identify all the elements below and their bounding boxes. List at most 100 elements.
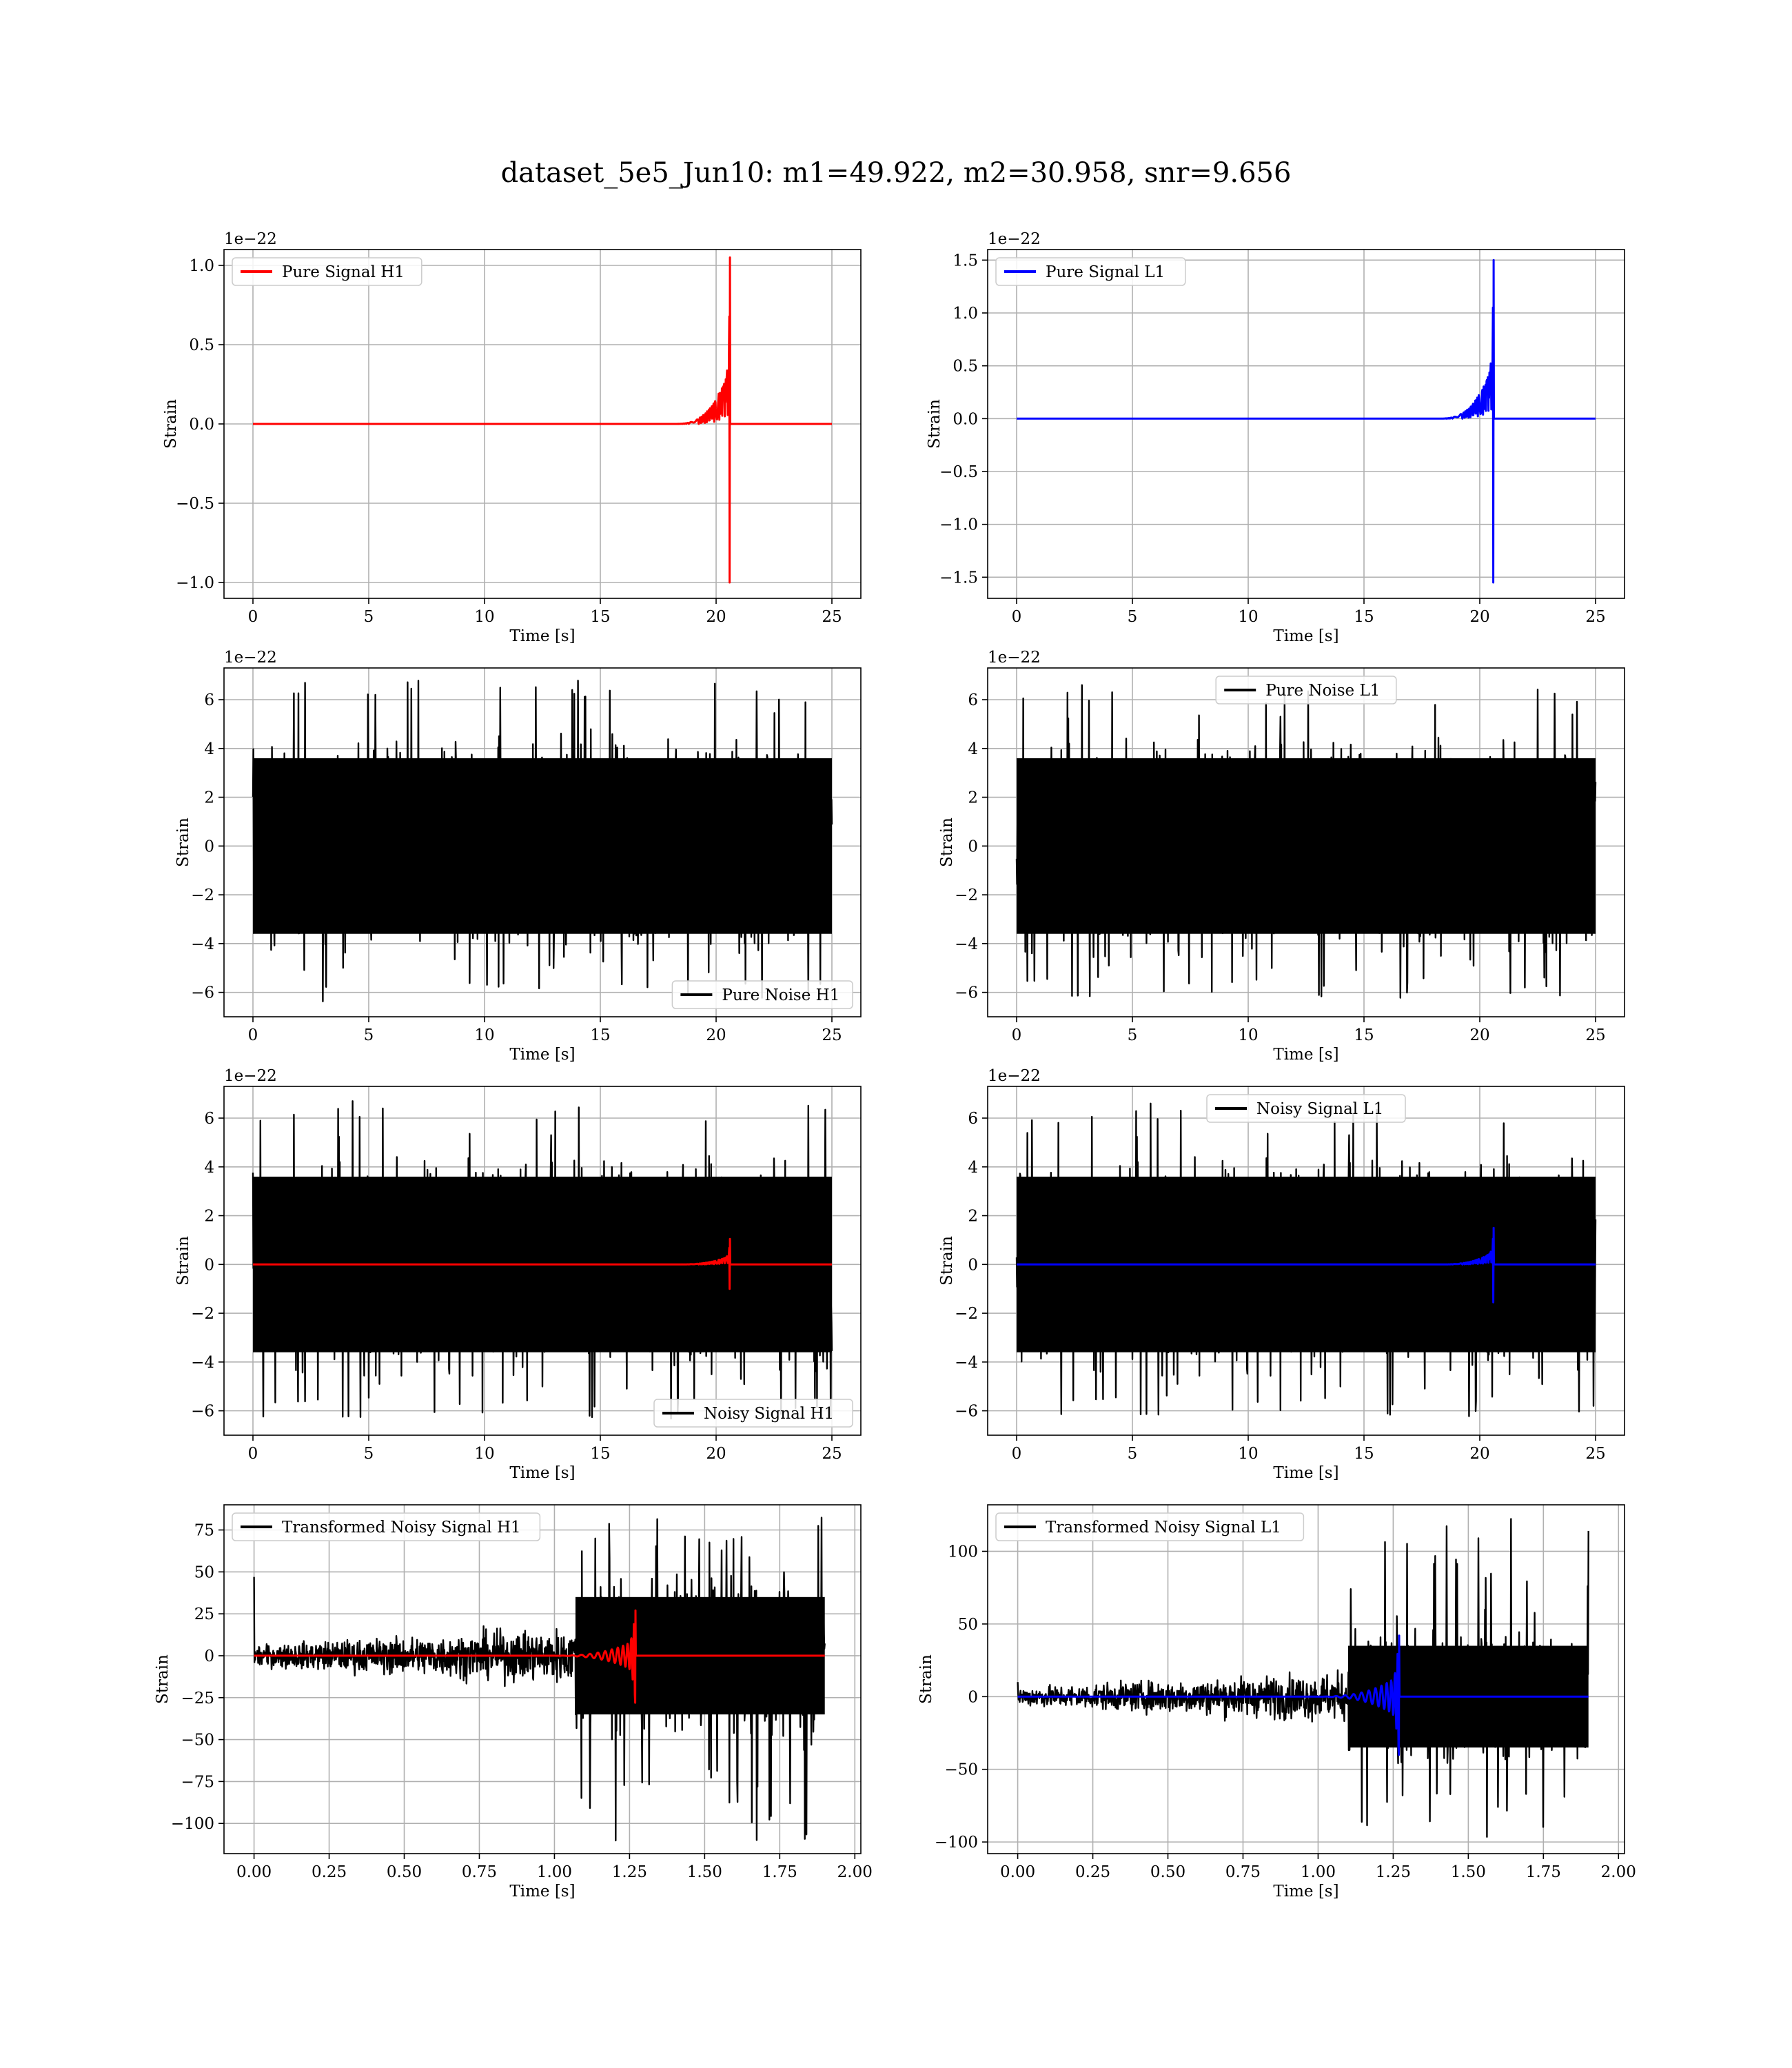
y-tick-label: 1.0: [953, 305, 978, 323]
x-tick-label: 0.00: [236, 1863, 272, 1881]
x-tick-label: 15: [1354, 1026, 1374, 1044]
x-tick-label: 0: [248, 608, 258, 626]
y-tick-label: 0.5: [953, 358, 978, 376]
y-tick-label: 1.5: [953, 252, 978, 270]
x-tick-label: 2.00: [837, 1863, 873, 1881]
y-tick-label: 4: [204, 740, 214, 758]
x-axis-label: Time [s]: [509, 1046, 575, 1064]
legend-box: [1206, 1094, 1406, 1123]
x-tick-label: 20: [1469, 1026, 1489, 1044]
y-axis-label: Strain: [938, 1236, 956, 1286]
y-axis-label: Strain: [917, 1654, 935, 1704]
legend-box: [232, 257, 422, 286]
y-tick-label: −100: [171, 1815, 214, 1833]
x-axis-label: Time [s]: [1273, 1464, 1338, 1482]
y-tick-label: −100: [935, 1834, 978, 1852]
axes-frame: [223, 1504, 862, 1854]
y-tick-label: −6: [191, 984, 214, 1002]
panel-noisy-signal-h1: 0 5 10 15 20 25 −6 −4 −2 0 2 4 6 Time [s] Strain 1e−22 N…: [174, 1067, 862, 1482]
x-tick-label: 1.75: [1526, 1863, 1561, 1881]
x-tick-label: 25: [1585, 1445, 1605, 1463]
legend: Transformed Noisy Signal H1: [232, 1512, 541, 1541]
x-tick-label: 10: [1238, 1026, 1258, 1044]
legend: Transformed Noisy Signal L1: [995, 1512, 1305, 1541]
y-tick-label: 0: [204, 1648, 214, 1665]
x-tick-label: 0.50: [387, 1863, 422, 1881]
legend: Pure Signal L1: [995, 257, 1186, 286]
x-tick-label: 20: [706, 1445, 726, 1463]
x-axis-label: Time [s]: [1273, 1883, 1338, 1900]
legend: Pure Signal H1: [232, 257, 422, 286]
series-line: [1016, 1226, 1596, 1304]
y-tick-label: 6: [968, 1110, 978, 1128]
y-tick-label: −4: [191, 1354, 214, 1372]
x-axis-label: Time [s]: [509, 1464, 575, 1482]
x-tick-label: 2.00: [1601, 1863, 1636, 1881]
y-tick-label: 0: [968, 1256, 978, 1274]
y-tick-label: −0.5: [939, 463, 978, 481]
legend-label: Transformed Noisy Signal L1: [1046, 1519, 1281, 1537]
y-tick-label: −4: [191, 935, 214, 953]
y-tick-label: −2: [955, 1305, 978, 1323]
x-tick-label: 1.25: [612, 1863, 647, 1881]
legend-label: Pure Noise H1: [722, 986, 839, 1004]
x-tick-label: 5: [364, 1445, 374, 1463]
x-tick-label: 15: [590, 1445, 610, 1463]
x-tick-label: 10: [474, 608, 494, 626]
y-tick-label: −75: [181, 1773, 214, 1791]
y-tick-label: −6: [955, 984, 978, 1002]
y-axis-label: Strain: [938, 818, 956, 867]
x-tick-label: 5: [364, 1026, 374, 1044]
x-tick-label: 5: [1128, 1445, 1138, 1463]
x-axis-label: Time [s]: [509, 627, 575, 645]
offset-text: 1e−22: [988, 1067, 1041, 1085]
y-tick-label: 6: [968, 691, 978, 709]
panel-pure-noise-h1: 0 5 10 15 20 25 −6 −4 −2 0 2 4 6 Time [s] Strain 1e−22 P…: [174, 649, 862, 1064]
y-tick-label: 75: [194, 1521, 214, 1539]
y-tick-label: −25: [181, 1690, 214, 1707]
plot-area: [1015, 684, 1597, 999]
y-tick-label: 4: [968, 740, 978, 758]
x-tick-label: 0: [1012, 1026, 1022, 1044]
x-tick-label: 0.25: [1075, 1863, 1110, 1881]
x-tick-label: 0: [1012, 1445, 1022, 1463]
y-tick-label: 50: [194, 1563, 214, 1581]
y-tick-label: −4: [955, 935, 978, 953]
series-line: [252, 1237, 833, 1290]
y-tick-label: −50: [181, 1732, 214, 1750]
y-axis-label: Strain: [154, 1654, 172, 1704]
y-axis-label: Strain: [926, 399, 944, 449]
x-tick-label: 1.75: [762, 1863, 797, 1881]
x-tick-label: 1.00: [537, 1863, 572, 1881]
legend-box: [232, 1512, 541, 1541]
panel-transformed-h1: 0.00 0.25 0.50 0.75 1.00 1.25 1.50 1.75 2.00 −100…: [154, 1504, 873, 1900]
legend: Pure Noise L1: [1215, 676, 1397, 704]
x-tick-label: 0.50: [1150, 1863, 1185, 1881]
x-tick-label: 10: [1238, 1445, 1258, 1463]
x-tick-label: 15: [590, 608, 610, 626]
x-tick-label: 10: [474, 1026, 494, 1044]
x-tick-label: 5: [1128, 608, 1138, 626]
y-axis-label: Strain: [174, 818, 192, 867]
y-tick-label: 0.0: [189, 416, 214, 434]
y-tick-label: 1.0: [189, 257, 214, 275]
y-axis-label: Strain: [162, 399, 180, 449]
grid: [988, 250, 1625, 598]
y-tick-label: −2: [191, 886, 214, 904]
x-tick-label: 5: [364, 608, 374, 626]
legend-label: Pure Noise L1: [1265, 682, 1380, 700]
y-axis-label: Strain: [174, 1236, 192, 1286]
axes-frame: [987, 1504, 1625, 1854]
series-line: [1017, 1634, 1589, 1756]
offset-text: 1e−22: [224, 230, 277, 248]
y-tick-label: 2: [968, 789, 978, 807]
x-tick-label: 0: [248, 1445, 258, 1463]
series-line: [253, 1517, 826, 1842]
series-line: [253, 1609, 826, 1704]
x-tick-label: 25: [822, 1445, 842, 1463]
y-tick-label: 6: [204, 1110, 214, 1128]
x-axis-label: Time [s]: [1273, 1046, 1338, 1064]
y-tick-label: 0: [968, 1688, 978, 1706]
x-tick-label: 0: [1012, 608, 1022, 626]
series-line: [252, 256, 833, 584]
